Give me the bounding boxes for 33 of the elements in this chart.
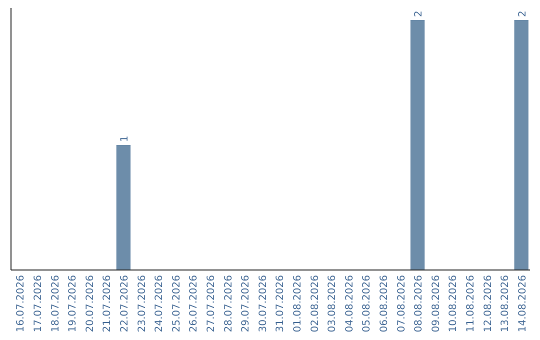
- x-tick-label: 12.08.2026: [482, 275, 494, 332]
- x-tick-label: 17.07.2026: [32, 275, 44, 332]
- x-tick-label: 23.07.2026: [136, 275, 148, 332]
- x-tick-label: 01.08.2026: [292, 275, 304, 332]
- data-label: 2: [517, 10, 528, 17]
- x-tick-label: 16.07.2026: [16, 275, 27, 332]
- x-tick-label: 13.08.2026: [500, 275, 512, 332]
- data-label: 1: [119, 136, 130, 142]
- x-tick-label: 04.08.2026: [344, 275, 356, 332]
- x-tick-label: 14.08.2026: [517, 275, 528, 332]
- x-tick-label: 27.07.2026: [206, 275, 217, 332]
- x-tick-label: 18.07.2026: [50, 275, 62, 332]
- x-tick-label: 05.08.2026: [362, 275, 373, 332]
- x-tick-label: 30.07.2026: [258, 275, 269, 332]
- x-tick-label: 28.07.2026: [223, 275, 234, 332]
- x-tick-label: 08.08.2026: [414, 275, 425, 332]
- x-tick-label: 25.07.2026: [171, 275, 182, 332]
- x-tick-label: 20.07.2026: [84, 275, 96, 332]
- x-tick-label: 03.08.2026: [327, 275, 338, 332]
- x-tick-label: 07.08.2026: [396, 275, 408, 332]
- x-tick-label: 02.08.2026: [310, 275, 321, 332]
- x-tick-label: 31.07.2026: [275, 275, 286, 332]
- x-tick-label: 06.08.2026: [378, 275, 390, 332]
- x-tick-label: 11.08.2026: [465, 275, 476, 332]
- x-tick-label: 21.07.2026: [102, 275, 114, 332]
- x-tick-label: 19.07.2026: [68, 275, 79, 332]
- x-tick-label: 09.08.2026: [430, 275, 442, 332]
- x-tick-label: 24.07.2026: [154, 275, 166, 332]
- data-label: 2: [414, 10, 425, 17]
- x-tick-label: 22.07.2026: [119, 275, 130, 332]
- x-tick-label: 26.07.2026: [188, 275, 200, 332]
- x-tick-label: 10.08.2026: [448, 275, 460, 332]
- x-tick-label: 29.07.2026: [240, 275, 252, 332]
